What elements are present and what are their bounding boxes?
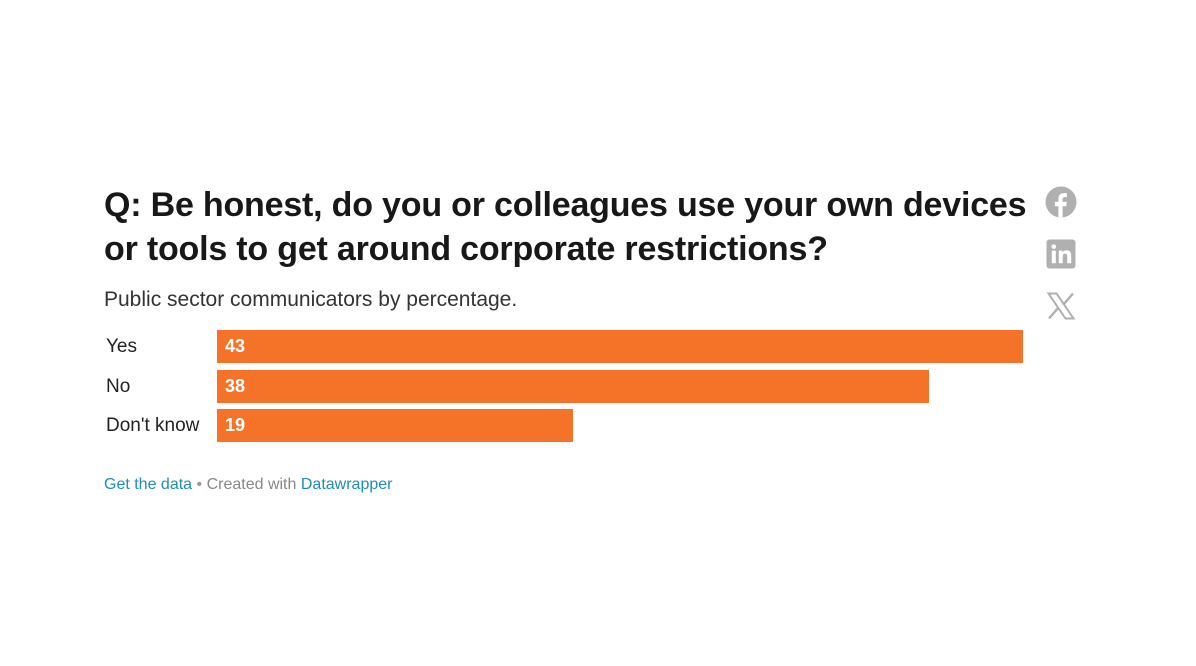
datawrapper-link[interactable]: Datawrapper bbox=[300, 476, 393, 493]
created-with-text: Created with bbox=[206, 476, 297, 493]
chart-title: Q: Be honest, do you or colleagues use y… bbox=[104, 186, 1027, 268]
bar-value-label: 43 bbox=[225, 336, 246, 356]
footer-separator: • bbox=[196, 476, 203, 493]
chart-footer: Get the data • Created with Datawrapper bbox=[104, 474, 392, 496]
x-icon bbox=[1046, 292, 1076, 320]
bar-value-label: 19 bbox=[225, 415, 246, 435]
bar bbox=[217, 409, 573, 442]
bar-row: Yes 43 bbox=[104, 330, 1024, 363]
bar-row: No 38 bbox=[104, 369, 1024, 403]
linkedin-icon bbox=[1046, 239, 1076, 269]
category-label: Don't know bbox=[106, 415, 200, 436]
linkedin-share-button[interactable] bbox=[1045, 238, 1077, 270]
bar bbox=[217, 330, 1023, 363]
category-label: No bbox=[106, 375, 131, 397]
bar-value-label: 38 bbox=[225, 375, 246, 396]
x-share-button[interactable] bbox=[1045, 290, 1077, 322]
facebook-share-button[interactable] bbox=[1045, 186, 1077, 218]
facebook-icon bbox=[1045, 186, 1077, 218]
bar bbox=[217, 369, 929, 403]
get-the-data-link[interactable]: Get the data bbox=[104, 476, 193, 493]
chart-subtitle: Public sector communicators by percentag… bbox=[104, 288, 518, 311]
category-label: Yes bbox=[106, 336, 137, 357]
bar-row: Don't know 19 bbox=[104, 409, 1024, 442]
bar-chart: Yes 43 No 38 Don't know 19 bbox=[104, 330, 1024, 444]
